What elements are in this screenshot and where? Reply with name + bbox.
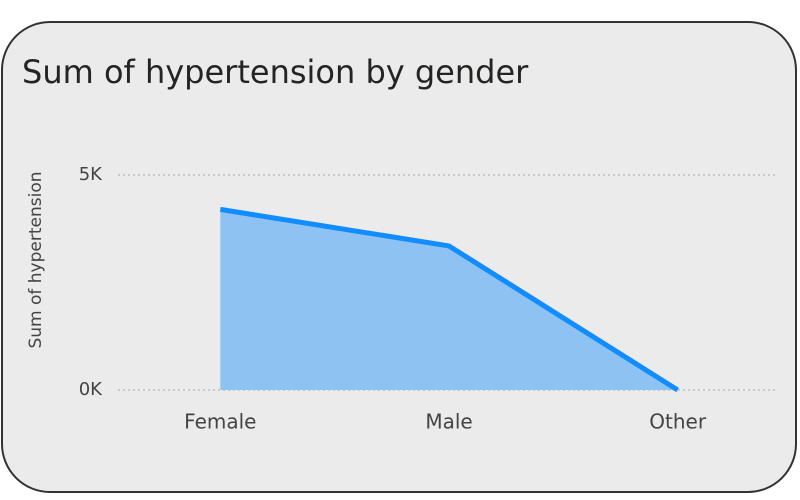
area-line: [219, 206, 679, 393]
y-axis-label: Sum of hypertension: [26, 171, 46, 348]
x-tick-label: Other: [649, 410, 707, 434]
x-tick-label: Female: [184, 410, 256, 434]
chart-title: Sum of hypertension by gender: [22, 53, 529, 91]
y-tick-label: 0K: [79, 379, 103, 400]
x-tick-label: Male: [425, 410, 472, 434]
y-tick-label: 5K: [79, 164, 103, 185]
area-fill: [220, 209, 678, 390]
